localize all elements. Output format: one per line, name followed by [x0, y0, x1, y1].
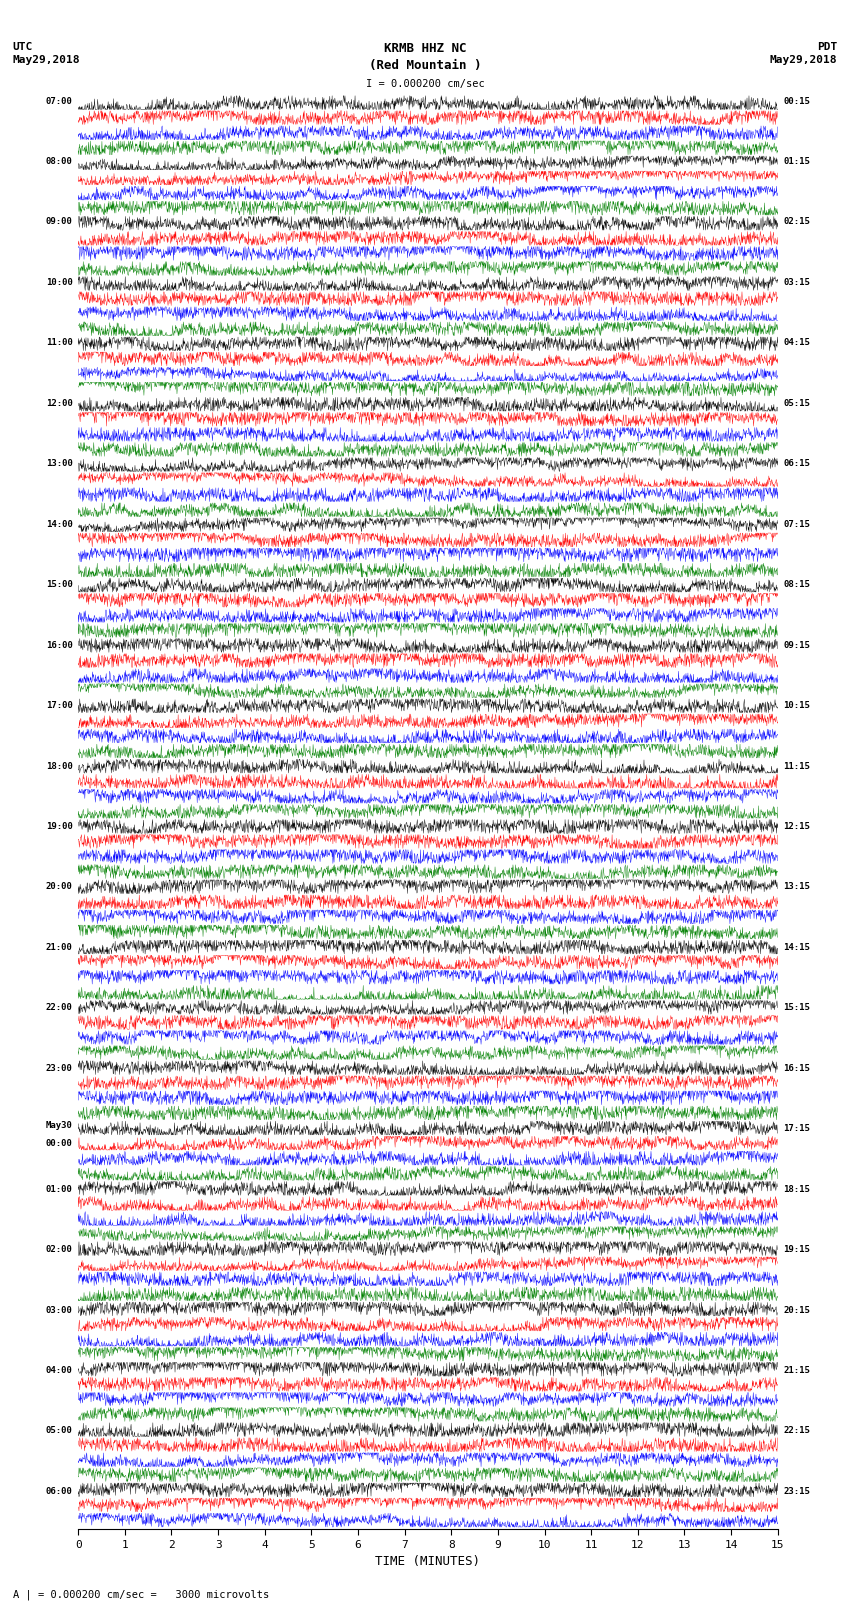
Text: 02:00: 02:00 — [46, 1245, 72, 1253]
Text: 05:00: 05:00 — [46, 1426, 72, 1436]
Text: 01:00: 01:00 — [46, 1184, 72, 1194]
Text: UTC
May29,2018: UTC May29,2018 — [13, 42, 80, 65]
Text: 13:00: 13:00 — [46, 460, 72, 468]
Text: 18:00: 18:00 — [46, 761, 72, 771]
Text: 19:15: 19:15 — [784, 1245, 810, 1253]
Text: 22:00: 22:00 — [46, 1003, 72, 1013]
Text: 21:00: 21:00 — [46, 944, 72, 952]
Text: A | = 0.000200 cm/sec =   3000 microvolts: A | = 0.000200 cm/sec = 3000 microvolts — [13, 1589, 269, 1600]
Text: 00:00: 00:00 — [46, 1139, 72, 1148]
Text: 17:00: 17:00 — [46, 702, 72, 710]
Text: 07:15: 07:15 — [784, 519, 810, 529]
Text: 09:00: 09:00 — [46, 218, 72, 226]
Text: 03:00: 03:00 — [46, 1305, 72, 1315]
Text: 11:15: 11:15 — [784, 761, 810, 771]
Text: 15:00: 15:00 — [46, 581, 72, 589]
Text: 10:15: 10:15 — [784, 702, 810, 710]
Text: KRMB HHZ NC
(Red Mountain ): KRMB HHZ NC (Red Mountain ) — [369, 42, 481, 73]
Text: 22:15: 22:15 — [784, 1426, 810, 1436]
Text: 23:15: 23:15 — [784, 1487, 810, 1495]
Text: 21:15: 21:15 — [784, 1366, 810, 1374]
Text: 13:15: 13:15 — [784, 882, 810, 892]
Text: 18:15: 18:15 — [784, 1184, 810, 1194]
Text: 11:00: 11:00 — [46, 339, 72, 347]
Text: PDT
May29,2018: PDT May29,2018 — [770, 42, 837, 65]
Text: 16:00: 16:00 — [46, 640, 72, 650]
Text: 16:15: 16:15 — [784, 1063, 810, 1073]
Text: 01:15: 01:15 — [784, 156, 810, 166]
Text: I = 0.000200 cm/sec: I = 0.000200 cm/sec — [366, 79, 484, 89]
X-axis label: TIME (MINUTES): TIME (MINUTES) — [376, 1555, 480, 1568]
Text: May30: May30 — [46, 1121, 72, 1131]
Text: 12:00: 12:00 — [46, 398, 72, 408]
Text: 20:15: 20:15 — [784, 1305, 810, 1315]
Text: 02:15: 02:15 — [784, 218, 810, 226]
Text: 12:15: 12:15 — [784, 823, 810, 831]
Text: 04:15: 04:15 — [784, 339, 810, 347]
Text: 19:00: 19:00 — [46, 823, 72, 831]
Text: 15:15: 15:15 — [784, 1003, 810, 1013]
Text: 17:15: 17:15 — [784, 1124, 810, 1134]
Text: 23:00: 23:00 — [46, 1063, 72, 1073]
Text: 03:15: 03:15 — [784, 277, 810, 287]
Text: 05:15: 05:15 — [784, 398, 810, 408]
Text: 08:00: 08:00 — [46, 156, 72, 166]
Text: 20:00: 20:00 — [46, 882, 72, 892]
Text: 10:00: 10:00 — [46, 277, 72, 287]
Text: 09:15: 09:15 — [784, 640, 810, 650]
Text: 08:15: 08:15 — [784, 581, 810, 589]
Text: 06:15: 06:15 — [784, 460, 810, 468]
Text: 14:15: 14:15 — [784, 944, 810, 952]
Text: 06:00: 06:00 — [46, 1487, 72, 1495]
Text: 07:00: 07:00 — [46, 97, 72, 105]
Text: 04:00: 04:00 — [46, 1366, 72, 1374]
Text: 14:00: 14:00 — [46, 519, 72, 529]
Text: 00:15: 00:15 — [784, 97, 810, 105]
